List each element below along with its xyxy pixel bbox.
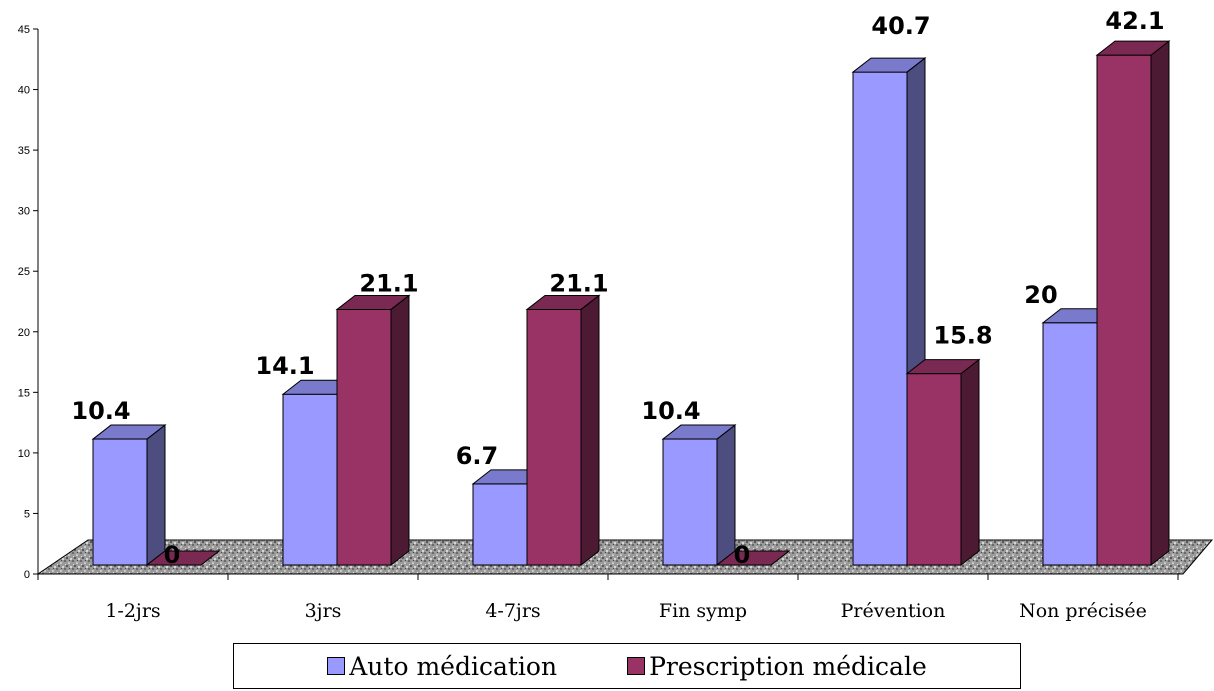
y-tick-label: 30: [18, 206, 30, 218]
legend-label-auto: Auto médication: [349, 651, 558, 681]
y-tick-label: 35: [18, 145, 30, 157]
x-tick-label: 1-2jrs: [105, 600, 160, 622]
y-tick-label: 10: [18, 448, 30, 460]
data-label: 15.8: [933, 322, 992, 350]
y-tick-label: 25: [18, 266, 30, 278]
data-label: 40.7: [871, 12, 930, 40]
bar-prescription: [905, 358, 981, 567]
x-tick-label: Prévention: [841, 600, 946, 622]
x-tick-label: Fin symp: [659, 600, 747, 622]
bar-prescription: [525, 294, 601, 567]
bar-prescription: [335, 294, 411, 567]
legend-swatch-prescription: [627, 657, 646, 675]
data-label: 20: [1024, 281, 1057, 309]
legend-label-prescription: Prescription médicale: [649, 651, 927, 681]
chart-floor: [36, 539, 1214, 575]
data-label: 0: [734, 541, 751, 569]
bar-auto: [91, 424, 167, 567]
data-label: 10.4: [71, 397, 130, 425]
bar-auto: [661, 424, 737, 567]
legend-swatch-auto: [327, 657, 346, 675]
y-tick-label: 15: [18, 387, 30, 399]
x-tick-label: Non précisée: [1019, 600, 1147, 622]
legend-item-prescription: Prescription médicale: [627, 652, 927, 681]
bar-prescription: [145, 550, 221, 566]
bar-prescription: [715, 550, 791, 566]
data-label: 0: [164, 541, 181, 569]
y-tick-label: 5: [24, 508, 30, 520]
y-tick-label: 20: [18, 327, 30, 339]
y-tick-label: 45: [18, 24, 30, 36]
y-tick-label: 40: [18, 85, 30, 97]
data-label: 21.1: [359, 269, 418, 297]
data-label: 14.1: [255, 352, 314, 380]
legend-item-auto: Auto médication: [327, 652, 557, 681]
data-label: 10.4: [641, 397, 700, 425]
data-label: 6.7: [456, 442, 499, 470]
chart-legend: Auto médication Prescription médicale: [233, 643, 1021, 689]
y-tick-label: 0: [24, 569, 30, 581]
data-label: 42.1: [1105, 7, 1164, 35]
data-label: 21.1: [549, 269, 608, 297]
x-tick-label: 3jrs: [305, 600, 342, 622]
x-tick-label: 4-7jrs: [485, 600, 540, 622]
bar-prescription: [1095, 40, 1171, 567]
